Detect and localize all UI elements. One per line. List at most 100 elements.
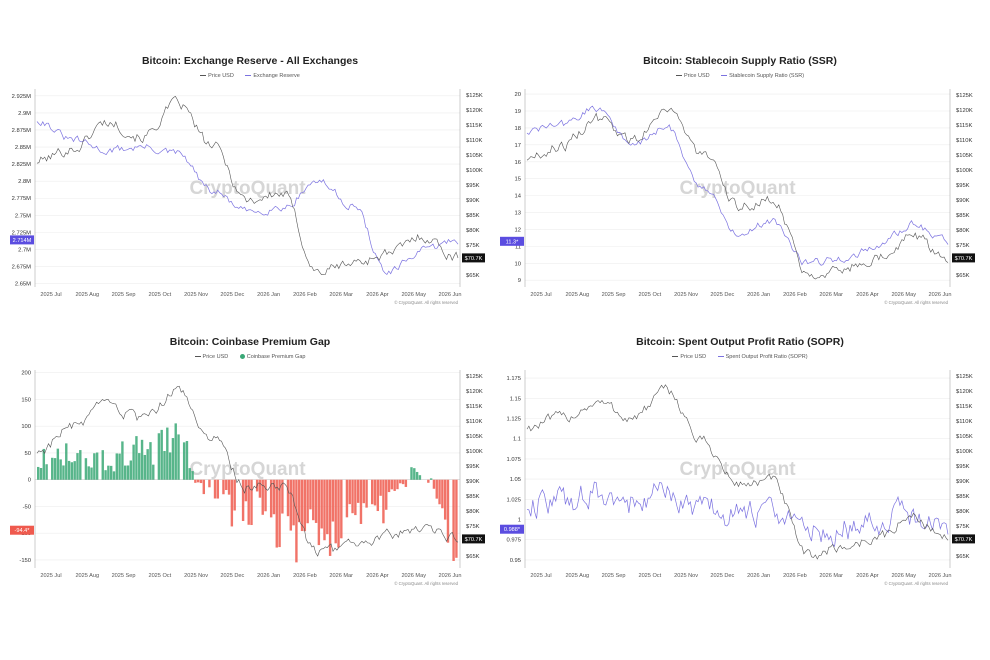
x-axis-tick-label: 2025 Oct bbox=[148, 292, 171, 298]
premium-gap-bar bbox=[326, 479, 329, 535]
x-axis-tick-label: 2026 Jan bbox=[747, 292, 770, 298]
left-current-value-label: -94.4* bbox=[15, 528, 31, 534]
right-axis-tick-label: $75K bbox=[466, 243, 480, 249]
premium-gap-bar bbox=[404, 479, 408, 487]
chart-plot[interactable]: 200150100500-50-100-150$125K$120K$115K$1… bbox=[10, 362, 490, 596]
x-axis-tick-label: 2026 Jan bbox=[257, 292, 280, 298]
left-axis-tick-label: 100 bbox=[21, 424, 31, 430]
x-axis-tick-label: 2026 Apr bbox=[366, 573, 389, 579]
credit-text: © CryptoQuant. All rights reserved bbox=[394, 581, 458, 586]
legend-item-price[interactable]: Price USD bbox=[675, 73, 710, 79]
premium-gap-bar bbox=[401, 479, 405, 485]
premium-gap-bar bbox=[320, 479, 323, 529]
left-axis-tick-label: 20 bbox=[515, 92, 521, 98]
premium-gap-bar bbox=[258, 479, 262, 498]
left-axis-tick-label: 1.05 bbox=[510, 477, 521, 483]
premium-gap-bar bbox=[317, 479, 321, 546]
right-current-value-label: $70.7K bbox=[465, 256, 483, 262]
premium-gap-bar bbox=[300, 479, 304, 532]
premium-gap-bar bbox=[104, 470, 107, 480]
premium-gap-bar bbox=[275, 479, 278, 548]
chart-legend: Price USD Exchange Reserve bbox=[10, 73, 490, 79]
legend-item-price[interactable]: Price USD bbox=[194, 354, 228, 360]
legend-item-metric[interactable]: Stablecoin Supply Ratio (SSR) bbox=[721, 73, 804, 79]
legend-swatch bbox=[721, 75, 728, 77]
right-axis-tick-label: $95K bbox=[466, 464, 480, 470]
left-axis-tick-label: 9 bbox=[518, 278, 521, 284]
right-axis-tick-label: $85K bbox=[466, 494, 480, 500]
premium-gap-bar bbox=[101, 450, 104, 480]
legend-item-price[interactable]: Price USD bbox=[200, 73, 234, 79]
premium-gap-bar bbox=[354, 479, 357, 516]
premium-gap-bar bbox=[84, 458, 88, 480]
premium-gap-bar bbox=[160, 429, 163, 480]
x-axis-tick-label: 2026 May bbox=[401, 292, 426, 298]
chart-panel-ssr: Bitcoin: Stablecoin Supply Ratio (SSR) P… bbox=[500, 55, 980, 315]
premium-gap-bar bbox=[143, 454, 147, 480]
legend-swatch bbox=[717, 356, 724, 358]
legend-item-price[interactable]: Price USD bbox=[672, 354, 706, 360]
left-axis-tick-label: 2.75M bbox=[15, 213, 31, 219]
x-axis-tick-label: 2026 Jun bbox=[438, 292, 461, 298]
left-current-value-label: 0.988* bbox=[504, 527, 521, 533]
metric-series-line bbox=[526, 105, 949, 266]
left-axis-tick-label: 1 bbox=[518, 518, 521, 524]
right-current-value-label: $70.7K bbox=[955, 537, 973, 543]
right-axis-tick-label: $125K bbox=[956, 374, 973, 380]
right-axis-tick-label: $110K bbox=[956, 419, 972, 425]
premium-gap-bar bbox=[146, 449, 149, 480]
right-axis-tick-label: $75K bbox=[956, 524, 970, 530]
right-axis-tick-label: $65K bbox=[956, 273, 970, 279]
x-axis-tick-label: 2025 Nov bbox=[184, 292, 208, 298]
right-axis-tick-label: $105K bbox=[956, 153, 973, 159]
premium-gap-bar bbox=[93, 453, 96, 480]
premium-gap-bar bbox=[427, 479, 430, 483]
left-axis-tick-label: 1.075 bbox=[506, 457, 521, 463]
x-axis-tick-label: 2025 Dec bbox=[220, 573, 244, 579]
right-axis-tick-label: $85K bbox=[956, 494, 970, 500]
right-axis-tick-label: $65K bbox=[956, 554, 970, 560]
premium-gap-bar bbox=[334, 479, 337, 544]
x-axis-tick-label: 2025 Jul bbox=[40, 292, 61, 298]
premium-gap-bar bbox=[163, 451, 166, 480]
left-axis-tick-label: -50 bbox=[23, 504, 31, 510]
left-axis-tick-label: 2.775M bbox=[12, 196, 32, 202]
premium-gap-bar bbox=[393, 479, 396, 491]
premium-gap-bar bbox=[230, 479, 234, 527]
premium-gap-bar bbox=[298, 479, 301, 523]
premium-gap-bar bbox=[272, 479, 276, 515]
legend-item-metric[interactable]: Exchange Reserve bbox=[245, 73, 300, 79]
right-axis-tick-label: $80K bbox=[956, 509, 970, 515]
x-axis-tick-label: 2025 Jul bbox=[530, 573, 551, 579]
premium-gap-bar bbox=[435, 479, 438, 499]
premium-gap-bar bbox=[250, 479, 253, 526]
premium-gap-bar bbox=[233, 479, 236, 511]
premium-gap-bar bbox=[373, 479, 377, 506]
premium-gap-bar bbox=[415, 471, 419, 480]
premium-gap-bar bbox=[87, 466, 90, 480]
right-axis-tick-label: $105K bbox=[956, 434, 973, 440]
right-axis-tick-label: $125K bbox=[466, 374, 483, 380]
chart-plot[interactable]: 1.175 1.15 1.125 1.1 1.075 1.05 1.025 1 0.975 0.9… bbox=[500, 362, 980, 596]
chart-plot[interactable]: 2.925M 2.9M 2.875M 2.85M 2.825M 2.8M 2.775M 2.7… bbox=[10, 81, 490, 315]
premium-gap-bar bbox=[446, 479, 450, 543]
premium-gap-bar bbox=[443, 479, 447, 520]
legend-item-metric[interactable]: Coinbase Premium Gap bbox=[239, 354, 305, 360]
premium-gap-bar bbox=[370, 479, 374, 505]
x-axis-tick-label: 2025 Aug bbox=[75, 573, 99, 579]
right-axis-tick-label: $65K bbox=[466, 273, 480, 279]
premium-gap-bar bbox=[359, 479, 363, 524]
premium-gap-bar bbox=[79, 450, 82, 480]
chart-plot[interactable]: 20 19 18 17 16 15 14 13 12 11 10 9 $125K $120K $115K $1… bbox=[500, 81, 980, 315]
premium-gap-bar bbox=[171, 438, 175, 480]
watermark: CryptoQuant bbox=[189, 459, 306, 480]
price-series-line bbox=[526, 107, 949, 280]
left-axis-tick-label: 1.15 bbox=[510, 396, 521, 402]
legend-item-metric[interactable]: Spent Output Profit Ratio (SOPR) bbox=[717, 354, 808, 360]
left-axis-tick-label: 1.025 bbox=[506, 497, 521, 503]
premium-gap-bar bbox=[132, 444, 135, 480]
right-current-value-label: $70.7K bbox=[465, 537, 483, 543]
left-axis-tick-label: -150 bbox=[19, 558, 31, 564]
x-axis-tick-label: 2026 May bbox=[891, 292, 916, 298]
premium-gap-bar bbox=[222, 479, 225, 495]
